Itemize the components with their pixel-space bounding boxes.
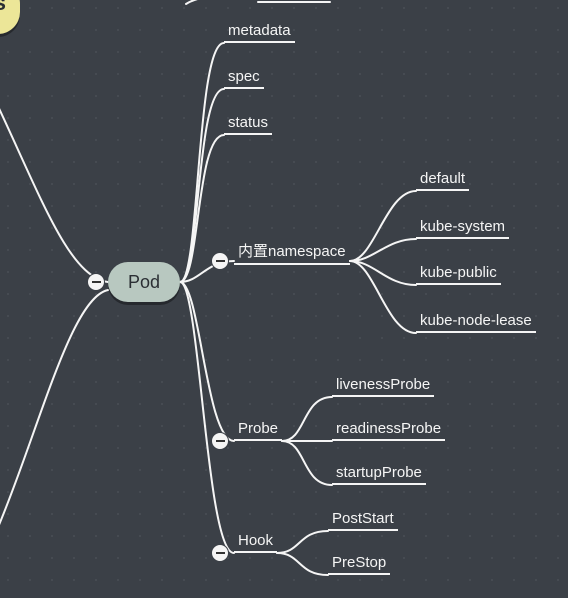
branch-metadata[interactable]: metadata <box>224 20 295 43</box>
leaf-ns-default[interactable]: default <box>416 168 469 191</box>
leaf-probe-startup-label: startupProbe <box>332 462 426 485</box>
branch-hook-label: Hook <box>234 530 277 553</box>
branch-probe[interactable]: Probe <box>234 418 282 441</box>
root-node-pod[interactable]: Pod <box>108 262 180 302</box>
leaf-probe-readiness[interactable]: readinessProbe <box>332 418 445 441</box>
leaf-ns-node-lease-label: kube-node-lease <box>416 310 536 333</box>
branch-spec-label: spec <box>224 66 264 89</box>
toggle-pod[interactable] <box>87 273 105 291</box>
branch-metadata-label: metadata <box>224 20 295 43</box>
mindmap-canvas: sPodmetadataspecstatus内置namespacedefault… <box>0 0 568 598</box>
branch-spec[interactable]: spec <box>224 66 264 89</box>
leaf-ns-public[interactable]: kube-public <box>416 262 501 285</box>
leaf-probe-liveness[interactable]: livenessProbe <box>332 374 434 397</box>
leaf-ns-system-label: kube-system <box>416 216 509 239</box>
branch-status[interactable]: status <box>224 112 272 135</box>
leaf-ns-default-label: default <box>416 168 469 191</box>
branch-hook[interactable]: Hook <box>234 530 277 553</box>
branch-namespace-label: 内置namespace <box>234 238 350 265</box>
branch-probe-label: Probe <box>234 418 282 441</box>
toggle-namespace[interactable] <box>211 252 229 270</box>
leaf-hook-poststart[interactable]: PostStart <box>328 508 398 531</box>
leaf-hook-prestop-label: PreStop <box>328 552 390 575</box>
toggle-hook[interactable] <box>211 544 229 562</box>
leaf-ns-node-lease[interactable]: kube-node-lease <box>416 310 536 333</box>
root-node-label: Pod <box>128 272 160 293</box>
edge-layer <box>0 0 568 598</box>
branch-status-label: status <box>224 112 272 135</box>
leaf-ns-system[interactable]: kube-system <box>416 216 509 239</box>
leaf-hook-prestop[interactable]: PreStop <box>328 552 390 575</box>
toggle-probe[interactable] <box>211 432 229 450</box>
leaf-probe-liveness-label: livenessProbe <box>332 374 434 397</box>
branch-namespace[interactable]: 内置namespace <box>234 238 350 265</box>
leaf-probe-readiness-label: readinessProbe <box>332 418 445 441</box>
leaf-hook-poststart-label: PostStart <box>328 508 398 531</box>
leaf-probe-startup[interactable]: startupProbe <box>332 462 426 485</box>
leaf-ns-public-label: kube-public <box>416 262 501 285</box>
